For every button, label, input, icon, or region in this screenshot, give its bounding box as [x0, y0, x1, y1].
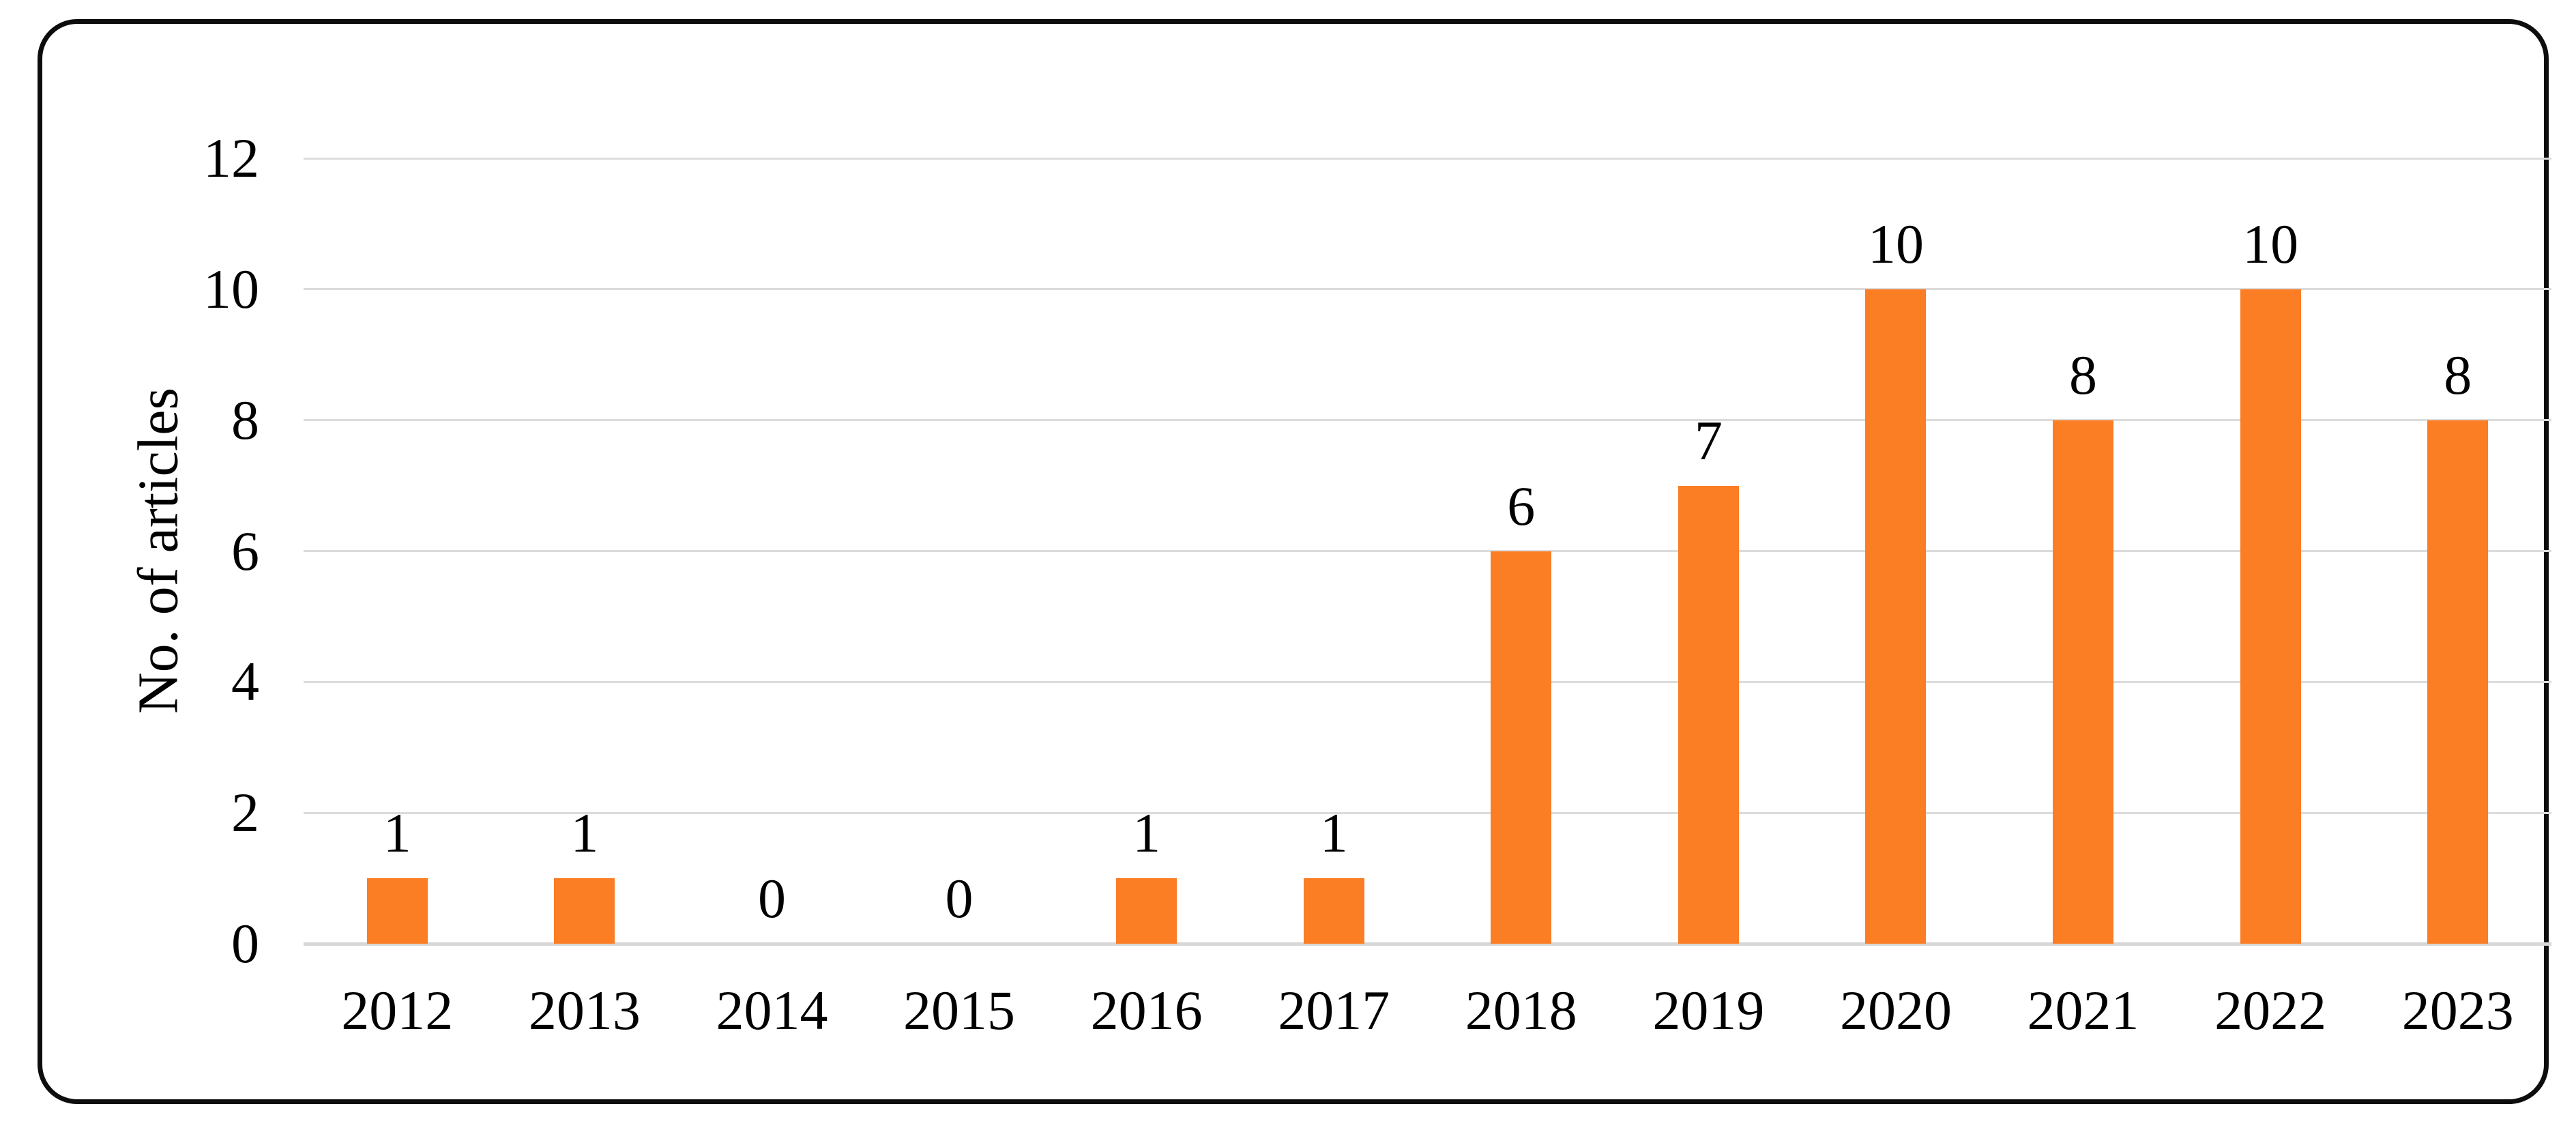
- gridline: [304, 680, 2551, 683]
- x-axis-category-label: 2016: [1090, 979, 1203, 1041]
- x-axis-category-label: 2014: [716, 979, 828, 1041]
- x-axis-category-label: 2017: [1278, 979, 1390, 1041]
- y-axis-title: No. of articles: [126, 387, 190, 714]
- gridline: [304, 419, 2551, 422]
- y-axis-tick-label: 4: [231, 650, 259, 713]
- x-axis-category-label: 2020: [1839, 979, 1952, 1041]
- bar-2018: [1491, 551, 1552, 944]
- gridlines-layer: [304, 157, 2551, 946]
- bar-2022: [2240, 289, 2301, 944]
- gridline: [304, 288, 2551, 291]
- gridline: [304, 157, 2551, 160]
- bar-value-label: 0: [757, 867, 786, 929]
- x-axis-line: [304, 942, 2551, 946]
- bar-2019: [1678, 485, 1739, 944]
- bar-2016: [1116, 878, 1177, 944]
- bar-value-label: 7: [1694, 409, 1723, 472]
- bar-2023: [2427, 420, 2489, 944]
- bar-value-label: 1: [570, 802, 599, 865]
- bar-value-label: 6: [1507, 474, 1536, 537]
- bar-value-label: 8: [2069, 343, 2098, 406]
- y-axis-tick-label: 2: [231, 781, 259, 844]
- y-axis-tick-label: 0: [231, 912, 259, 974]
- bar-value-label: 8: [2444, 343, 2472, 406]
- plot-area: 1 1 0 0 1 1 6 7 10 8 10 8: [304, 157, 2551, 946]
- gridline: [304, 550, 2551, 552]
- bar-2012: [366, 878, 428, 944]
- y-axis-tick-label: 8: [231, 388, 259, 451]
- bar-value-label: 1: [1319, 802, 1348, 865]
- bar-2021: [2053, 420, 2114, 944]
- x-axis-category-label: 2012: [341, 979, 454, 1041]
- x-axis-category-label: 2023: [2401, 979, 2514, 1041]
- x-axis-category-label: 2021: [2027, 979, 2139, 1041]
- bar-2020: [1865, 289, 1927, 944]
- bar-2013: [554, 878, 615, 944]
- y-axis-tick-label: 10: [203, 257, 259, 320]
- bar-value-label: 10: [2242, 212, 2299, 275]
- y-axis-tick-label: 6: [231, 519, 259, 582]
- y-axis-tick-label: 12: [203, 127, 259, 189]
- x-axis-category-label: 2019: [1652, 979, 1765, 1041]
- bar-value-label: 1: [1132, 802, 1161, 865]
- x-axis-category-label: 2015: [903, 979, 1016, 1041]
- bar-2017: [1303, 878, 1364, 944]
- gridline: [304, 811, 2551, 814]
- bars-layer: 1 1 0 0 1 1 6 7 10 8 10 8: [304, 158, 2551, 944]
- bar-value-label: 10: [1867, 212, 1924, 275]
- bar-value-label: 1: [383, 802, 411, 865]
- x-axis-category-label: 2013: [528, 979, 641, 1041]
- bar-value-label: 0: [945, 867, 974, 929]
- chart-frame: 1 1 0 0 1 1 6 7 10 8 10 8 0 2 4 6 8 10 12 2012 2013 2014 201…: [38, 19, 2551, 1104]
- x-axis-category-label: 2018: [1465, 979, 1577, 1041]
- x-axis-category-label: 2022: [2214, 979, 2327, 1041]
